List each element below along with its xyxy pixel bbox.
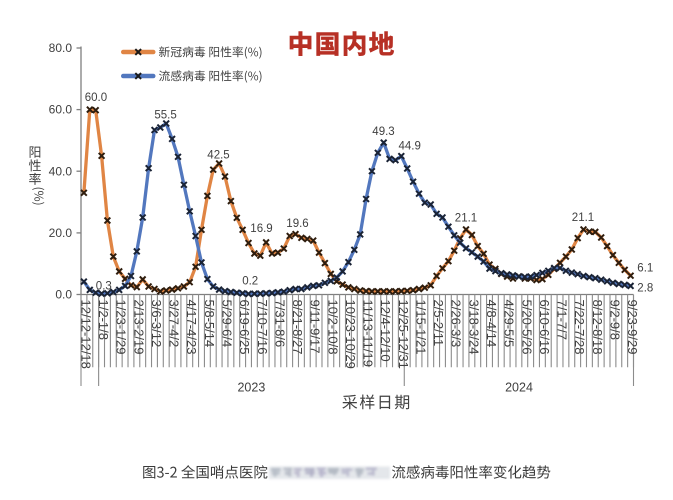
svg-text:2024: 2024 (505, 381, 533, 395)
svg-text:6.1: 6.1 (637, 263, 653, 275)
svg-text:2/5-2/11: 2/5-2/11 (431, 300, 446, 347)
svg-text:10/23-10/29: 10/23-10/29 (343, 300, 358, 369)
svg-text:3/27-4/2: 3/27-4/2 (167, 300, 182, 348)
svg-text:1/23-1/29: 1/23-1/29 (114, 300, 129, 355)
svg-text:4/17-4/23: 4/17-4/23 (184, 300, 199, 355)
svg-text:11/13-11/19: 11/13-11/19 (361, 300, 376, 367)
svg-text:4/8-4/14: 4/8-4/14 (484, 300, 499, 348)
svg-text:7/1-7/7: 7/1-7/7 (555, 300, 570, 340)
svg-text:2/26-3/3: 2/26-3/3 (449, 300, 464, 348)
svg-text:49.3: 49.3 (372, 126, 394, 138)
svg-text:0.2: 0.2 (242, 275, 258, 287)
svg-text:6/10-6/16: 6/10-6/16 (537, 300, 552, 355)
svg-text:19.6: 19.6 (286, 218, 308, 230)
svg-text:60.0: 60.0 (49, 103, 73, 117)
svg-text:2023: 2023 (237, 381, 265, 395)
svg-text:44.9: 44.9 (399, 140, 421, 152)
svg-text:9/23-9/29: 9/23-9/29 (625, 300, 640, 355)
svg-text:5/20-5/26: 5/20-5/26 (519, 300, 534, 355)
svg-text:80.0: 80.0 (49, 41, 73, 55)
svg-text:42.5: 42.5 (207, 150, 229, 162)
svg-text:12/4-12/10: 12/4-12/10 (378, 300, 393, 362)
svg-text:7/10-7/16: 7/10-7/16 (255, 300, 270, 355)
svg-text:8/12-8/18: 8/12-8/18 (590, 300, 605, 355)
svg-text:16.9: 16.9 (250, 223, 272, 235)
svg-text:3/18-3/24: 3/18-3/24 (466, 300, 481, 355)
svg-text:12/25-12/31: 12/25-12/31 (396, 300, 411, 369)
svg-text:2.8: 2.8 (637, 283, 653, 295)
svg-text:5/29-6/4: 5/29-6/4 (220, 300, 235, 348)
svg-text:0.3: 0.3 (96, 280, 112, 292)
svg-text:5/8-5/14: 5/8-5/14 (202, 300, 217, 348)
svg-text:9/2-9/8: 9/2-9/8 (607, 300, 622, 340)
svg-text:4/29-5/5: 4/29-5/5 (502, 300, 517, 348)
svg-text:40.0: 40.0 (49, 164, 73, 178)
svg-text:1/15-1/21: 1/15-1/21 (414, 300, 429, 355)
svg-text:7/31-8/6: 7/31-8/6 (272, 300, 287, 348)
svg-text:20.0: 20.0 (49, 226, 73, 240)
svg-text:3/6-3/12: 3/6-3/12 (149, 300, 164, 348)
svg-text:0.0: 0.0 (55, 288, 72, 302)
svg-text:21.1: 21.1 (455, 212, 477, 224)
svg-text:60.0: 60.0 (85, 92, 107, 104)
svg-text:12/12-12/18: 12/12-12/18 (78, 300, 93, 369)
svg-text:7/22-7/28: 7/22-7/28 (572, 300, 587, 355)
svg-text:21.1: 21.1 (572, 212, 594, 224)
svg-text:6/19-6/25: 6/19-6/25 (237, 300, 252, 355)
svg-text:2/13-2/19: 2/13-2/19 (131, 300, 146, 355)
svg-text:1/2-1/8: 1/2-1/8 (96, 300, 111, 340)
svg-text:10/2-10/8: 10/2-10/8 (325, 300, 340, 355)
svg-text:9/11-9/17: 9/11-9/17 (308, 300, 323, 354)
svg-text:8/21-8/27: 8/21-8/27 (290, 300, 305, 355)
svg-text:55.5: 55.5 (154, 110, 176, 122)
